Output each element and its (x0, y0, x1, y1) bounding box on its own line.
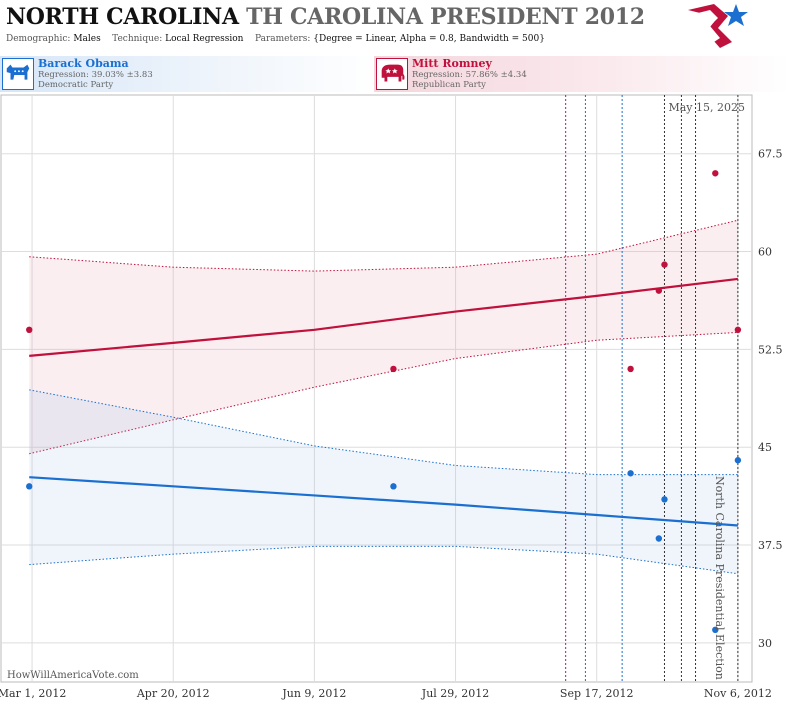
trend-line (29, 476, 738, 527)
date-label: May 15, 2025 (668, 101, 745, 114)
site-logo-icon (688, 4, 748, 48)
candidate-dem-panel: Barack Obama Regression: 39.03% ±3.83 De… (0, 56, 380, 92)
x-tick-label: Mar 1, 2012 (0, 687, 66, 700)
data-point (661, 496, 668, 503)
y-tick-label: 45 (758, 441, 772, 454)
x-tick-label: Apr 20, 2012 (136, 687, 210, 700)
data-point (627, 470, 634, 477)
demographic-value: Males (73, 34, 101, 44)
y-tick-label: 30 (758, 637, 772, 650)
data-point (734, 326, 742, 333)
rep-party: Republican Party (412, 80, 486, 90)
confidence-band (29, 220, 738, 454)
plot-frame (0, 94, 753, 683)
title-sub: TH CAROLINA PRESIDENT 2012 (246, 4, 645, 30)
trend-lines (29, 277, 739, 527)
parameters-line: Demographic: Males Technique: Local Regr… (6, 34, 545, 44)
upper-bound-line (29, 389, 738, 476)
data-point (655, 535, 663, 542)
rep-regression: Regression: 57.86% ±4.34 (412, 70, 527, 80)
x-tick-label: Jun 9, 2012 (281, 687, 346, 700)
demographic-label: Demographic: (6, 34, 71, 44)
rep-candidate-name: Mitt Romney (412, 57, 492, 70)
y-tick-label: 67.5 (758, 148, 783, 161)
title-main: NORTH CAROLINA (6, 4, 239, 30)
watermark: HowWillAmericaVote.com (7, 670, 139, 681)
dem-candidate-name: Barack Obama (38, 57, 129, 70)
confidence-band (29, 389, 738, 574)
axes: Mar 1, 2012 Apr 20, 2012 Jun 9, 2012 Jul 29… (0, 148, 783, 700)
data-points (26, 170, 742, 634)
x-tick-label: Nov 6, 2012 (704, 687, 772, 700)
data-point (627, 365, 634, 373)
upper-bound-line (29, 219, 739, 272)
grid (0, 94, 753, 683)
data-point (712, 626, 719, 634)
data-point (26, 326, 33, 333)
y-tick-label: 60 (758, 246, 772, 259)
lower-bound-line (29, 545, 738, 575)
elephant-icon (376, 58, 408, 90)
data-point (661, 261, 668, 268)
x-tick-label: Jul 29, 2012 (421, 687, 490, 700)
dem-regression: Regression: 39.03% ±3.83 (38, 70, 153, 80)
technique-label: Technique: (112, 34, 163, 44)
trend-line (29, 277, 739, 357)
data-point (655, 287, 663, 294)
chart-header: NORTH CAROLINA TH CAROLINA PRESIDENT 201… (0, 0, 789, 52)
donkey-icon (2, 58, 34, 90)
y-tick-label: 52.5 (758, 343, 783, 356)
confidence-bands (29, 219, 739, 575)
dem-party: Democratic Party (38, 80, 114, 90)
data-point (390, 483, 397, 490)
parameters-label: Parameters: (254, 34, 311, 44)
x-tick-label: Sep 17, 2012 (560, 687, 634, 700)
parameters-value: {Degree = Linear, Alpha = 0.8, Bandwidth… (313, 34, 545, 44)
technique-value: Local Regression (165, 34, 244, 44)
event-lines (565, 95, 739, 682)
y-tick-label: 37.5 (758, 539, 783, 552)
election-day-label: North Carolina Presidential Election (713, 476, 726, 680)
data-point (712, 170, 719, 177)
chart-title: NORTH CAROLINA TH CAROLINA PRESIDENT 201… (6, 4, 645, 30)
data-point (734, 457, 742, 464)
lower-bound-line (29, 331, 738, 455)
data-point (390, 365, 397, 373)
data-point (26, 483, 33, 490)
candidate-rep-panel: Mitt Romney Regression: 57.86% ±4.34 Rep… (374, 56, 789, 92)
